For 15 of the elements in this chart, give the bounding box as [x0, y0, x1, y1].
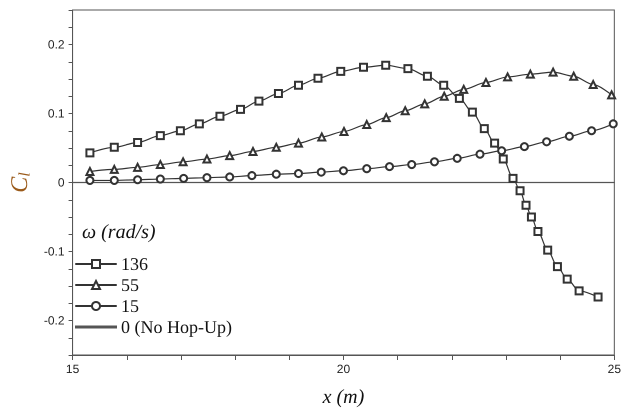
legend-title: ω (rad/s) [82, 221, 156, 243]
x-axis-title: x (m) [322, 386, 365, 408]
x-tick-label: 20 [336, 362, 350, 376]
legend-label: 55 [121, 275, 139, 295]
legend-label: 136 [121, 254, 148, 274]
legend-label: 0 (No Hop-Up) [121, 317, 232, 337]
legend-label: 15 [121, 296, 139, 316]
y-tick-label: -0.1 [44, 244, 65, 258]
y-tick-label: 0 [58, 176, 65, 190]
x-tick-label: 25 [608, 362, 622, 376]
x-tick-label: 15 [66, 362, 80, 376]
y-tick-label: -0.2 [44, 314, 65, 328]
y-axis-title: Cl [7, 172, 34, 193]
y-tick-label: 0.1 [48, 106, 65, 120]
y-tick-label: 0.2 [48, 38, 65, 52]
